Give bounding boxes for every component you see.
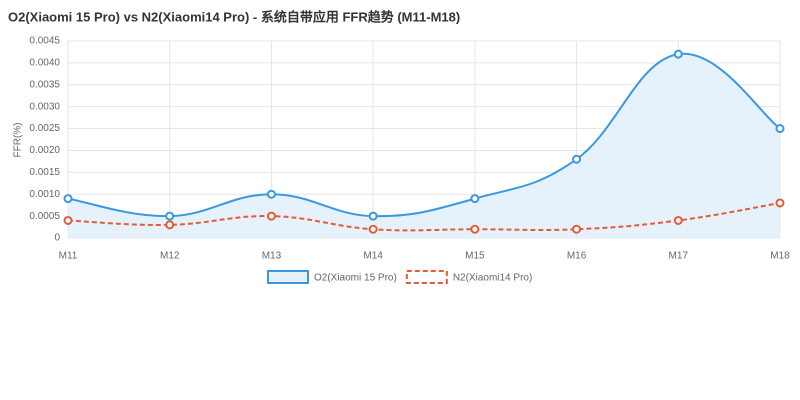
data-point: [63, 215, 73, 225]
x-tick-label: M12: [160, 251, 180, 262]
data-point: [470, 194, 480, 204]
data-point: [572, 154, 582, 164]
y-axis-label: FFR(%): [13, 123, 24, 158]
data-point: [775, 124, 785, 134]
data-point: [470, 224, 480, 234]
y-tick-label: 0.0045: [29, 36, 60, 47]
data-point: [775, 198, 785, 208]
series-line: [67, 53, 781, 218]
x-tick-label: M14: [363, 251, 383, 262]
x-tick-label: M15: [465, 251, 485, 262]
data-point: [673, 215, 683, 225]
y-tick-label: 0.0005: [29, 211, 60, 222]
y-tick-label: 0.0030: [29, 101, 60, 112]
chart-title: O2(Xiaomi 15 Pro) vs N2(Xiaomi14 Pro) - …: [8, 9, 460, 24]
x-tick-label: M18: [770, 251, 790, 262]
data-point: [368, 224, 378, 234]
y-tick-label: 0.0020: [29, 145, 60, 156]
data-point: [673, 49, 683, 59]
y-tick-label: 0.0035: [29, 79, 60, 90]
series-line: [67, 201, 781, 232]
x-tick-label: M17: [669, 251, 689, 262]
x-tick-label: M13: [262, 251, 282, 262]
data-point: [63, 194, 73, 204]
data-point: [266, 189, 276, 199]
data-point: [572, 224, 582, 234]
legend-label: N2(Xiaomi14 Pro): [453, 273, 532, 284]
data-point: [165, 211, 175, 221]
y-tick-label: 0: [54, 233, 60, 244]
data-point: [266, 211, 276, 221]
data-point: [165, 220, 175, 230]
x-tick-label: M16: [567, 251, 587, 262]
data-point: [368, 211, 378, 221]
y-tick-label: 0.0010: [29, 189, 60, 200]
y-tick-label: 0.0025: [29, 123, 60, 134]
x-tick-label: M11: [59, 251, 78, 262]
legend-swatch: [405, 270, 448, 284]
y-tick-label: 0.0040: [29, 58, 60, 69]
legend-swatch: [267, 270, 309, 284]
legend-label: O2(Xiaomi 15 Pro): [314, 273, 397, 284]
y-tick-label: 0.0015: [29, 167, 60, 178]
series-area: [68, 53, 780, 239]
